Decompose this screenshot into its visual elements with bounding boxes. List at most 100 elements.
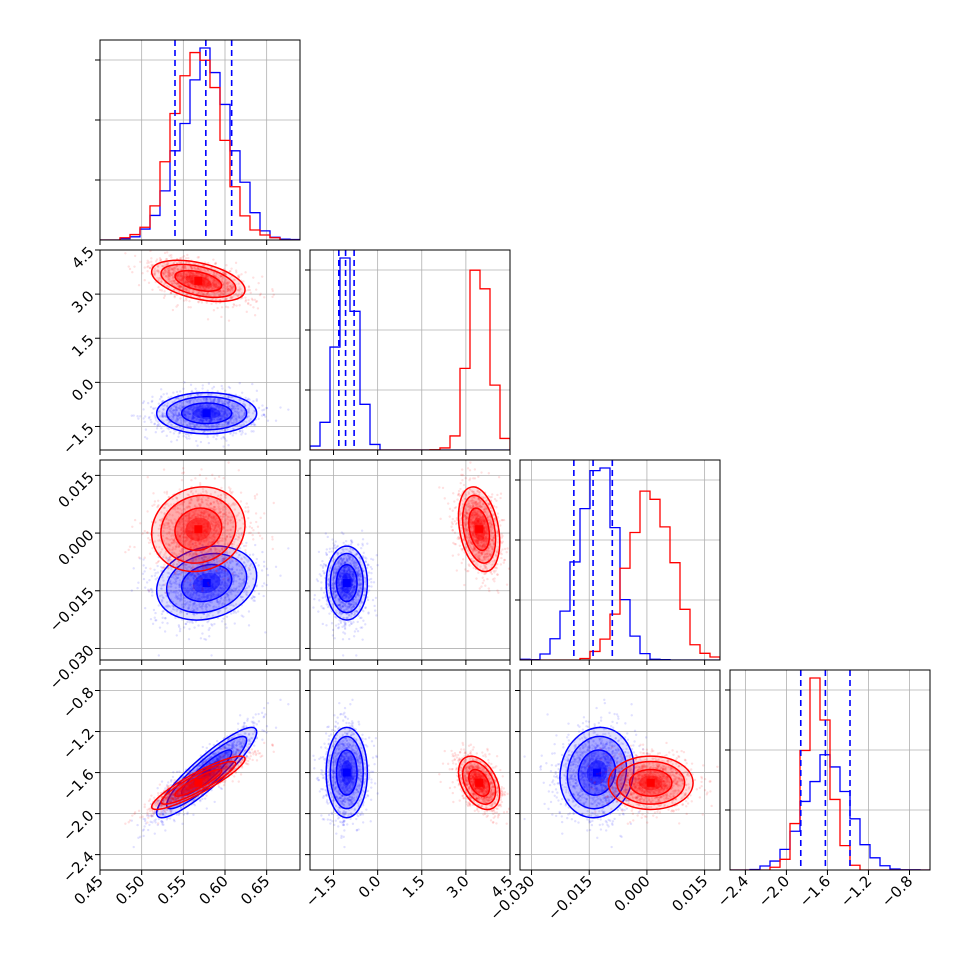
point-2-0-0-750: [262, 565, 266, 568]
point-2-0-0-1466: [210, 591, 213, 594]
point-2-0-0-1444: [198, 597, 201, 601]
point-2-0-0-322: [201, 566, 205, 569]
point-1-0-0-1188: [210, 409, 214, 412]
point-2-0-0-2290: [210, 585, 214, 588]
point-1-0-1-1304: [215, 284, 218, 287]
point-1-0-1-2474: [127, 265, 130, 268]
point-1-0-1-2262: [202, 282, 206, 285]
point-1-0-1-1344: [187, 282, 191, 286]
point-2-0-1-42: [209, 536, 212, 539]
point-1-0-1-1816: [189, 306, 192, 309]
point-2-0-0-2348: [248, 564, 252, 567]
point-2-0-1-508: [206, 525, 209, 528]
point-1-0-0-1614: [171, 415, 175, 419]
point-2-0-1-388: [218, 527, 222, 531]
point-1-0-1-1540: [174, 281, 177, 285]
point-2-0-0-366: [195, 592, 198, 595]
point-2-0-0-370: [208, 575, 212, 578]
point-2-0-1-210: [203, 564, 206, 568]
point-1-0-1-1320: [190, 276, 193, 279]
point-2-0-0-954: [210, 570, 214, 574]
point-2-0-0-672: [191, 607, 194, 610]
point-1-0-0-1192: [197, 408, 201, 412]
point-1-0-1-2134: [168, 274, 172, 277]
point-1-0-1-1432: [228, 281, 231, 284]
point-2-0-0-920: [245, 593, 248, 597]
point-2-0-0-1794: [218, 576, 221, 579]
point-2-0-0-1744: [177, 589, 181, 592]
point-1-0-0-120: [143, 420, 146, 423]
point-2-0-0-1994: [229, 590, 233, 593]
point-2-0-1-406: [208, 533, 211, 537]
point-1-0-0-1524: [189, 398, 192, 402]
point-1-0-0-1890: [203, 429, 207, 433]
point-2-0-0-40: [222, 557, 225, 560]
point-1-0-0-1852: [204, 398, 208, 401]
point-1-0-1-1200: [187, 290, 190, 293]
point-2-0-1-2198: [254, 512, 258, 515]
point-2-0-0-1416: [178, 590, 182, 593]
point-2-0-0-2094: [185, 567, 188, 570]
point-1-0-1-502: [177, 285, 180, 288]
point-2-0-1-224: [185, 525, 189, 528]
point-1-0-0-1794: [218, 406, 221, 410]
point-1-0-1-1366: [216, 286, 220, 289]
point-2-0-1-394: [205, 524, 208, 528]
point-1-0-1-490: [196, 285, 200, 288]
point-2-0-1-280: [200, 551, 204, 555]
point-1-0-1-1180: [206, 277, 209, 280]
point-2-0-0-1274: [200, 604, 203, 608]
point-1-0-1-2268: [157, 270, 160, 273]
point-2-0-0-1594: [230, 568, 233, 571]
point-1-0-0-544: [223, 409, 227, 413]
point-1-0-1-2014: [184, 273, 188, 276]
point-1-0-1-768: [149, 250, 152, 253]
point-1-0-1-2140: [203, 269, 206, 272]
point-2-0-0-900: [195, 593, 199, 597]
point-1-0-1-980: [251, 298, 254, 302]
point-2-0-0-1040: [162, 596, 165, 600]
point-1-0-0-596: [201, 420, 204, 423]
point-1-0-0-1824: [197, 408, 200, 411]
point-2-0-1-1090: [156, 499, 160, 502]
point-2-0-0-870: [249, 572, 252, 575]
point-2-0-0-1846: [142, 558, 145, 561]
point-1-0-1-2300: [204, 276, 207, 279]
point-1-0-1-1352: [212, 271, 216, 274]
point-2-0-0-432: [227, 578, 230, 582]
point-2-0-0-588: [175, 576, 179, 580]
point-2-0-1-484: [212, 533, 215, 537]
point-1-0-1-1318: [156, 268, 159, 272]
point-2-0-0-708: [196, 572, 200, 576]
point-1-0-1-48: [215, 291, 218, 294]
point-1-0-1-2416: [180, 278, 184, 281]
point-2-0-0-2428: [199, 589, 203, 592]
point-1-0-0-332: [158, 410, 161, 413]
point-2-0-0-1918: [175, 609, 179, 613]
point-1-0-0-702: [194, 419, 198, 422]
point-2-0-1-212: [209, 503, 213, 506]
point-2-0-1-794: [220, 518, 224, 521]
point-1-0-1-1250: [183, 265, 187, 269]
point-2-0-0-478: [260, 569, 264, 572]
point-1-0-1-1398: [202, 292, 206, 295]
point-1-0-1-1100: [219, 291, 222, 294]
point-1-0-1-544: [229, 269, 232, 273]
point-2-0-0-376: [240, 614, 243, 617]
point-2-0-1-564: [257, 531, 260, 535]
point-2-0-0-718: [221, 578, 225, 582]
point-1-0-1-1700: [210, 266, 213, 270]
point-1-0-1-1104: [190, 267, 194, 270]
point-2-0-0-1184: [222, 572, 226, 575]
point-1-0-1-1988: [146, 261, 149, 265]
point-1-0-0-2342: [223, 410, 227, 413]
point-2-0-0-390: [246, 560, 249, 563]
point-2-0-1-1674: [167, 567, 170, 570]
point-2-0-0-1818: [150, 574, 154, 578]
histogram-0-series-1: [100, 51, 300, 240]
point-1-0-1-828: [158, 288, 162, 292]
point-2-0-0-1136: [172, 573, 176, 576]
point-1-0-1-2128: [186, 276, 189, 279]
point-2-0-1-158: [190, 534, 193, 538]
